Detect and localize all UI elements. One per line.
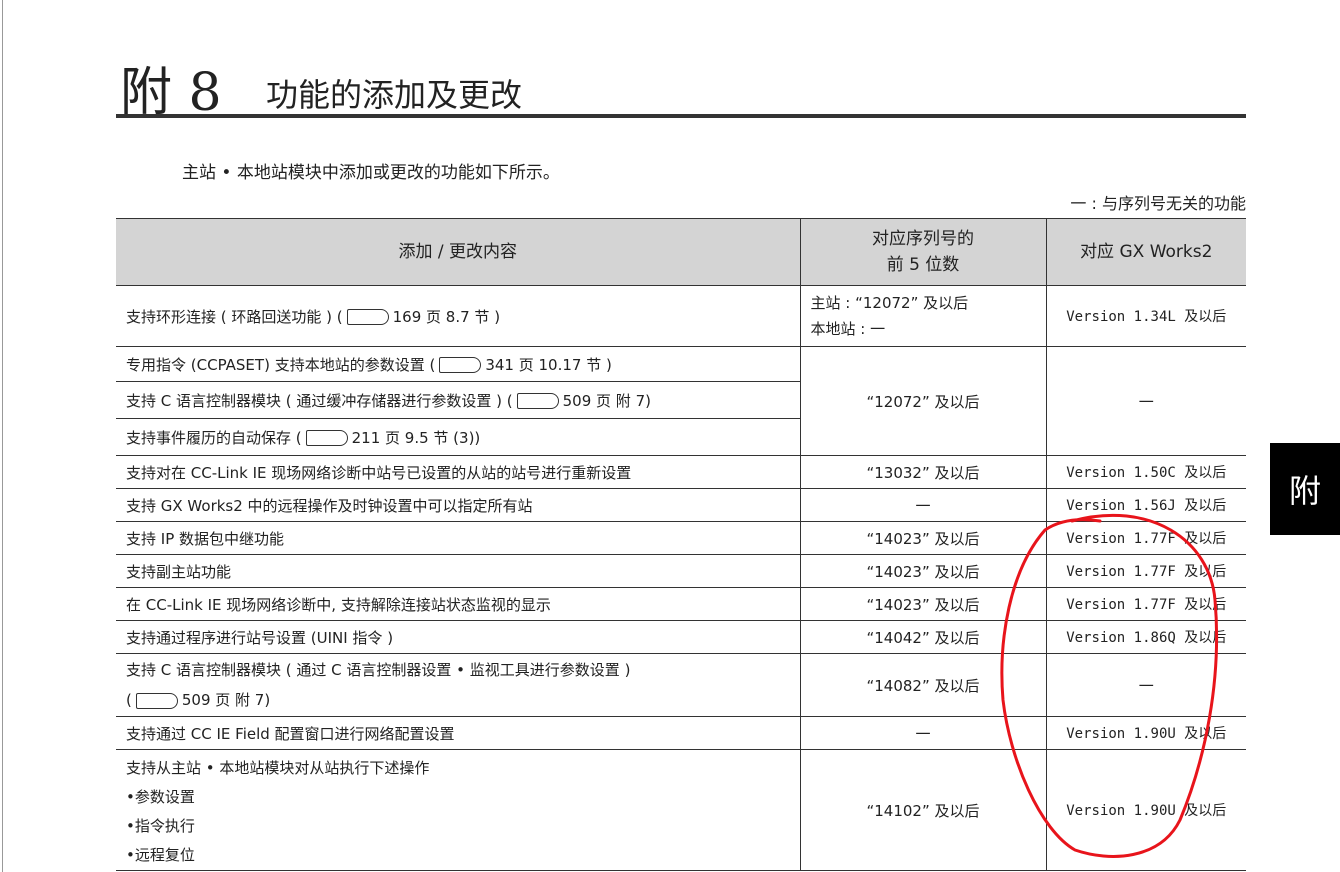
header-gx: 对应 GX Works2 [1045, 218, 1246, 286]
reference-hand-icon [516, 393, 559, 409]
reference-hand-icon [305, 430, 348, 446]
table-row: 支持事件履历的自动保存 (211 页 9.5 节 (3)) [116, 418, 1246, 456]
table-row: 支持 C 语言控制器模块 ( 通过缓冲存储器进行参数设置 ) (509 页 附 … [116, 381, 1246, 419]
table-row: 支持 C 语言控制器模块 ( 通过 C 语言控制器设置 • 监视工具进行参数设置… [116, 653, 1246, 717]
table-row: 在 CC-Link IE 现场网络诊断中, 支持解除连接站状态监视的显示 “140… [116, 587, 1246, 621]
header-serial: 对应序列号的前 5 位数 [799, 218, 1047, 286]
appendix-number: 附 8 [120, 63, 222, 123]
intro-text: 主站 • 本地站模块中添加或更改的功能如下所示。 [182, 163, 560, 183]
table-row: 支持从主站 • 本地站模块对从站执行下述操作 •参数设置 •指令执行 •远程复位 “1… [116, 749, 1246, 871]
function-table: 添加 / 更改内容 对应序列号的前 5 位数 对应 GX Works2 支持环形… [116, 218, 1246, 871]
table-row: 专用指令 (CCPASET) 支持本地站的参数设置 (341 页 10.17 节… [116, 346, 1246, 456]
reference-hand-icon [439, 357, 482, 373]
title-rule [116, 114, 1246, 118]
table-row: 支持通过 CC IE Field 配置窗口进行网络配置设置一 Version 1.… [116, 716, 1246, 750]
page-edge [2, 0, 3, 872]
title-text: 功能的添加及更改 [266, 76, 523, 114]
table-row: 支持对在 CC-Link IE 现场网络诊断中站号已设置的从站的站号进行重新设置… [116, 455, 1246, 489]
reference-hand-icon [346, 309, 389, 325]
table-row: 支持通过程序进行站号设置 (UINI 指令 ) “14042” 及以后 Versio… [116, 620, 1246, 654]
table-row: 支持 GX Works2 中的远程操作及时钟设置中可以指定所有站一 Version… [116, 488, 1246, 522]
reference-hand-icon [135, 692, 178, 709]
appendix-side-tab: 附 [1270, 443, 1340, 535]
legend-note: 一 : 与序列号无关的功能 [1070, 194, 1246, 213]
